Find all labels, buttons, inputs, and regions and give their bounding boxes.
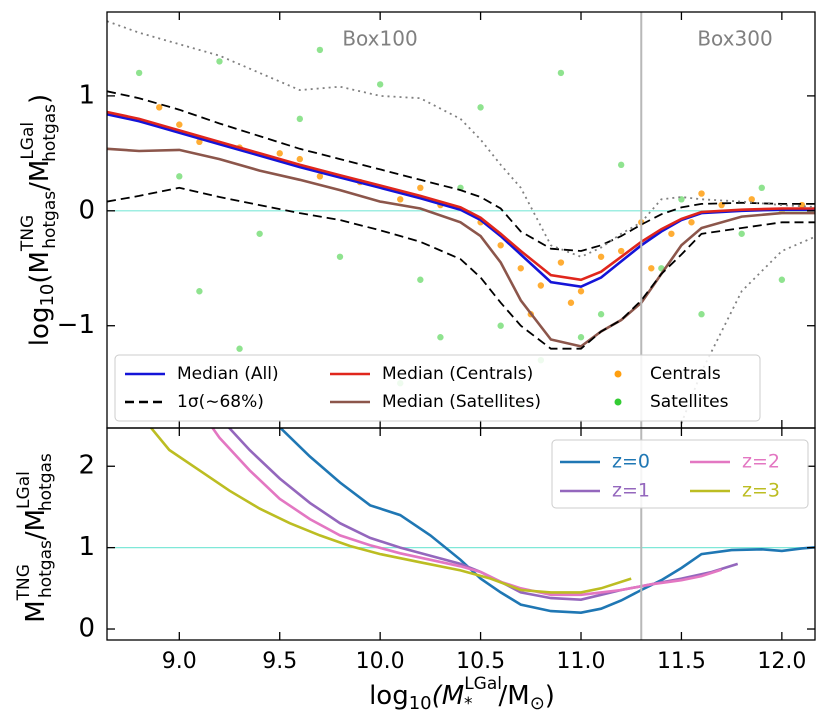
x-tick-label: 9.5 [262,649,297,674]
x-tick-label: 10.0 [356,649,405,674]
scatter-point [557,259,565,266]
series-line [107,110,815,282]
legend-label: Satellites [650,392,729,412]
scatter-point [376,81,384,88]
scatter-point [668,230,675,237]
legend-label: z=0 [612,451,650,473]
scatter-point [648,265,655,272]
legend-label: Median (Satellites) [382,392,541,412]
scatter-point [176,173,183,180]
scatter-point [748,196,755,203]
scatter-point [397,196,404,203]
scatter-point [497,242,504,249]
scatter-point [567,299,575,306]
legend-box [114,354,761,422]
scatter-point [196,288,203,295]
y-tick-label: 0 [78,195,95,225]
scatter-point [296,155,304,163]
scatter-point [597,311,605,318]
scatter-point [758,184,765,192]
scatter-point [557,69,565,77]
scatter-point [336,253,344,260]
x-tick-label: 11.0 [557,649,606,674]
y-tick-label: 1 [78,532,95,562]
scatter-point [698,190,705,197]
scatter-point [216,58,223,65]
scatter-point [316,46,324,54]
top-y-label: log10(MTNG hotgas/MLGal hotgas) [18,94,60,346]
legend-box [551,439,809,509]
scatter-point [276,150,283,157]
legend-label: Median (Centrals) [382,364,533,384]
y-tick-label: 0 [78,614,95,644]
x-label: log10(MLGal */M⊙) [369,674,555,714]
y-tick-label: 1 [78,80,95,110]
scatter-point [236,345,243,352]
scatter-point [617,161,625,169]
legend-label: z=1 [612,480,650,502]
series-line [149,428,632,594]
scatter-point [698,311,705,318]
legend-swatch [614,370,622,378]
scatter-point [156,104,163,111]
x-tick-label: 11.5 [657,649,706,674]
series-line [107,20,815,258]
scatter-point [316,173,324,180]
scatter-point [417,276,424,283]
annotation: Box100 [342,27,417,51]
x-tick-label: 10.5 [456,649,505,674]
scatter-point [688,219,695,226]
x-tick-label: 12.0 [757,649,806,674]
legend-swatch [614,398,622,406]
y-tick-label: 2 [78,451,95,481]
legend-label: Centrals [650,364,721,384]
x-tick-label: 9.0 [162,649,197,674]
legend-label: z=3 [742,480,780,502]
legend-label: 1σ(∼68%) [177,392,264,412]
scatter-point [577,334,585,341]
y-tick-label: −1 [57,310,95,340]
scatter-point [738,230,745,237]
scatter-point [135,69,143,77]
scatter-point [417,184,424,192]
scatter-point [577,288,585,295]
scatter-point [617,247,625,255]
legend-label: Median (All) [177,364,279,384]
scatter-point [497,322,504,329]
scatter-point [597,253,605,260]
series-line [107,147,815,348]
scatter-point [477,104,484,111]
series-line [107,186,815,350]
bottom-y-label: MTNG hotgas/MLGal hotgas [14,453,56,623]
series-line [107,90,815,252]
legend-label: z=2 [742,451,780,473]
scatter-point [176,121,183,128]
annotation: Box300 [697,27,772,51]
scatter-point [778,276,786,283]
scatter-point [256,230,263,237]
axes-overlay: −1 0 1 Box100 Box300 Median (All) 1σ(∼68%) Medi… [57,11,816,674]
axes-frame [106,427,816,641]
scatter-point [517,265,524,272]
scatter-point [537,282,545,289]
scatter-point [437,334,444,341]
scatter-point [296,115,304,123]
series-line [278,428,815,615]
